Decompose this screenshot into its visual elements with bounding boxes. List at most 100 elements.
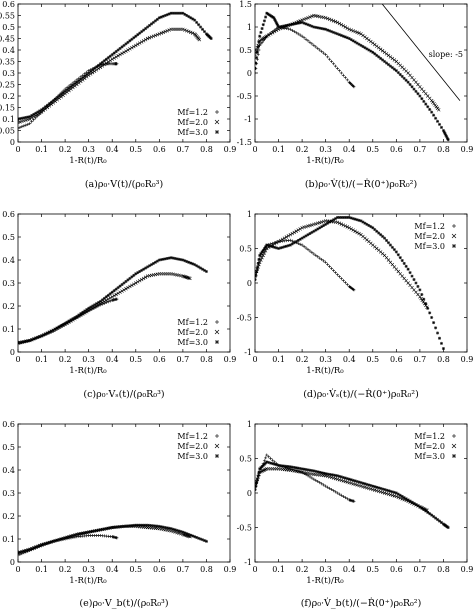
x-tick-label: 0.5 [366, 565, 379, 574]
data-point [333, 19, 338, 24]
data-point [257, 470, 261, 474]
data-point [20, 119, 24, 124]
data-point [330, 267, 334, 271]
data-point [199, 266, 203, 270]
data-point [201, 27, 205, 31]
data-point [388, 243, 392, 247]
data-point [116, 48, 120, 52]
data-point [255, 481, 259, 485]
legend-entry-label: Mf=1.2 [414, 222, 445, 231]
series-3 [255, 11, 450, 142]
data-point [124, 49, 128, 53]
x-axis-label: 1-R(t)/R₀ [69, 575, 107, 586]
data-point [108, 58, 112, 63]
data-point [18, 120, 20, 125]
data-point [22, 119, 26, 123]
data-point [424, 509, 428, 513]
data-point [95, 302, 99, 306]
y-tick-label: 0.3 [2, 489, 15, 498]
data-point [306, 474, 310, 478]
data-point [132, 36, 136, 40]
data-point [255, 50, 258, 55]
data-point [126, 48, 130, 52]
data-point [310, 230, 314, 234]
data-point [124, 42, 128, 46]
series-1 [18, 62, 119, 130]
data-point [185, 275, 190, 280]
data-point [75, 80, 79, 84]
data-point [335, 477, 340, 481]
data-point [300, 243, 304, 247]
data-point [128, 39, 132, 43]
series-3 [255, 460, 450, 529]
y-tick-label: 0 [247, 69, 252, 78]
y-tick-label: 0.3 [2, 279, 15, 288]
data-point [57, 538, 61, 542]
data-point [190, 31, 195, 35]
x-tick-label: 0 [15, 145, 20, 154]
x-tick-label: 0.4 [343, 355, 356, 364]
data-point [432, 113, 436, 117]
data-point [259, 252, 263, 256]
data-point [104, 61, 109, 65]
x-tick-label: 0 [15, 565, 20, 574]
data-point [55, 326, 59, 330]
data-point [294, 240, 298, 244]
data-point [96, 63, 100, 67]
series-2 [255, 13, 441, 112]
data-point [272, 242, 277, 246]
panel-caption: (b)ρ₀·V̇(t)/(−Ṙ(0⁺)ρ₀R₀²) [305, 178, 417, 190]
data-point [260, 255, 264, 260]
x-tick-label: 0.8 [200, 355, 213, 364]
data-point [42, 106, 46, 110]
x-tick-label: 0.4 [106, 565, 119, 574]
data-point [47, 102, 51, 106]
data-point [280, 237, 285, 242]
data-point [274, 28, 279, 33]
data-point [197, 37, 202, 42]
data-point [130, 37, 134, 41]
data-point [209, 37, 213, 40]
data-point [276, 239, 281, 244]
y-tick-label: 0.2 [2, 302, 15, 311]
data-point [140, 30, 144, 34]
data-point [124, 287, 128, 291]
data-point [43, 105, 47, 109]
data-point [341, 479, 346, 483]
data-point [434, 116, 438, 120]
data-point [110, 57, 114, 61]
data-point [69, 85, 73, 89]
series-group [255, 4, 461, 142]
panel-d: -1 -0.5 0 0.5 1 0 0.1 0.2 0.3 0.4 0.5 0.6 0.7 0.8 0.9 1… [237, 210, 474, 400]
data-point [337, 21, 342, 26]
data-point [383, 60, 387, 63]
data-point [273, 17, 277, 21]
data-point [18, 126, 20, 130]
x-tick-label: 0.6 [390, 565, 403, 574]
data-point [332, 62, 336, 66]
data-point [437, 108, 441, 112]
data-point [371, 41, 375, 45]
data-point [345, 26, 349, 30]
data-point [328, 57, 332, 61]
data-point [116, 291, 120, 296]
data-point [314, 222, 318, 226]
data-point [49, 329, 53, 333]
data-point [363, 485, 367, 489]
legend-marker [452, 224, 456, 228]
data-point [335, 220, 340, 224]
data-point [378, 490, 383, 494]
data-point [296, 238, 300, 242]
data-point [104, 295, 108, 299]
data-point [308, 40, 312, 44]
data-point [321, 219, 326, 224]
data-point [316, 221, 320, 225]
x-tick-label: 0.6 [153, 355, 166, 364]
data-point [310, 251, 314, 255]
data-point [256, 474, 260, 478]
data-point [264, 245, 268, 249]
data-point [333, 217, 337, 221]
data-point [115, 62, 119, 66]
y-tick-label: 1.5 [239, 0, 252, 9]
data-point [139, 277, 144, 282]
